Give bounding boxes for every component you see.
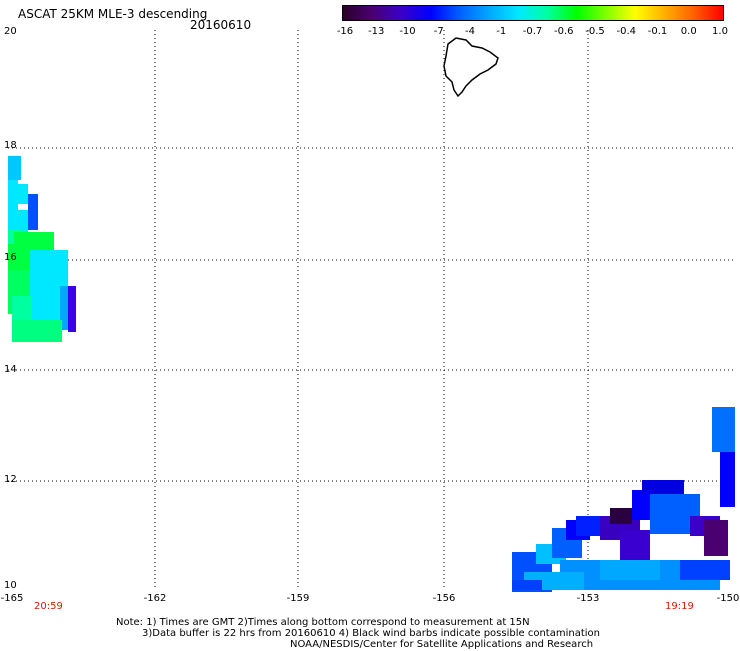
data-cell (720, 452, 735, 507)
colorbar-tick-label: -1 (496, 26, 507, 37)
data-cell (620, 530, 650, 560)
data-cell (8, 180, 18, 210)
lon-label-159: -159 (286, 593, 310, 604)
data-cell (18, 184, 28, 204)
lat-label-20: 20 (4, 26, 17, 37)
lon-label-150: -150 (716, 593, 740, 604)
colorbar-tick-label: -0.1 (647, 26, 668, 37)
grid-lines (8, 30, 735, 590)
data-cell (576, 516, 606, 536)
note-line-2: 3)Data buffer is 22 hrs from 20160610 4)… (142, 628, 600, 639)
lon-label-153: -153 (576, 593, 600, 604)
plot-title: ASCAT 25KM MLE-3 descending (18, 7, 208, 21)
colorbar-tick-label: -0.5 (585, 26, 605, 37)
colorbar-tick-label: -0.4 (616, 26, 637, 37)
plot-date: 20160610 (190, 18, 252, 32)
data-cell (28, 194, 38, 230)
colorbar-tick-label: -10 (399, 26, 416, 37)
data-cell (642, 480, 684, 494)
colorbar-tick-label: 0.0 (680, 26, 697, 37)
colorbar-tick-label: -0.7 (522, 26, 543, 37)
data-cell (712, 407, 735, 452)
data-cell (512, 580, 542, 590)
time-label-left: 20:59 (34, 601, 63, 612)
data-cell (12, 296, 32, 322)
lon-label-165: -165 (0, 593, 24, 604)
data-cell (8, 210, 28, 232)
lat-label-14: 14 (4, 364, 17, 375)
colorbar-tick-label: -13 (368, 26, 385, 37)
lat-label-18: 18 (4, 140, 17, 151)
data-cell (68, 286, 76, 332)
lat-label-10: 10 (4, 580, 17, 591)
time-label-right: 19:19 (665, 601, 694, 612)
colorbar-tick-label: -16 (336, 26, 354, 37)
data-cell (60, 286, 68, 330)
data-cell (600, 560, 660, 580)
lon-label-156: -156 (432, 593, 456, 604)
data-cell (680, 560, 730, 580)
data-swaths (8, 156, 735, 592)
lat-label-12: 12 (4, 474, 17, 485)
data-cell (8, 156, 21, 180)
note-line-1: Note: 1) Times are GMT 2)Times along bot… (116, 617, 530, 628)
lat-label-16: 16 (4, 252, 17, 263)
lon-label-162: -162 (143, 593, 167, 604)
island-coastline (443, 37, 499, 98)
data-cell (610, 508, 632, 524)
data-cell (12, 320, 62, 342)
data-cell (30, 250, 68, 286)
colorbar-tick-label: -4 (465, 26, 475, 37)
data-cell (704, 520, 728, 556)
note-line-3: NOAA/NESDIS/Center for Satellite Applica… (290, 639, 594, 650)
colorbar-tick-label: -7 (433, 26, 444, 37)
colorbar (342, 5, 724, 21)
colorbar-tick-label: -0.6 (553, 26, 574, 37)
colorbar-tick-label: 1.0 (712, 26, 728, 37)
